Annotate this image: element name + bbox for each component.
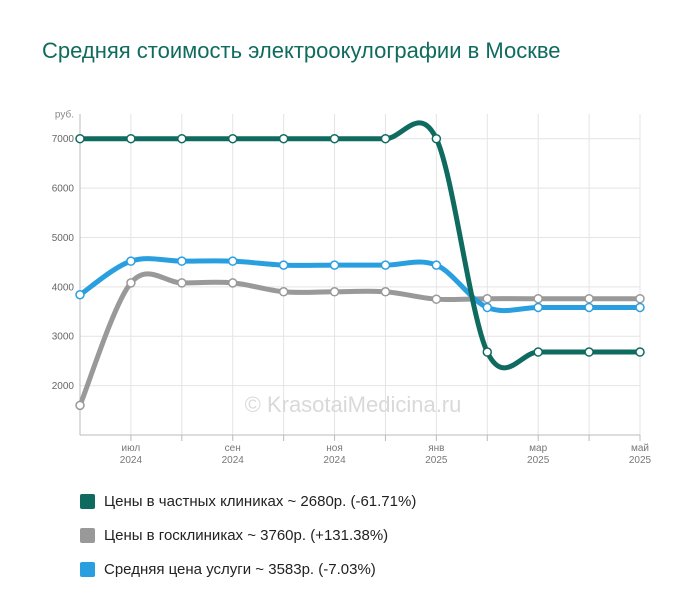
chart-title: Средняя стоимость электроокулографии в М… [42,38,561,63]
data-point [177,256,187,266]
chart-legend: Цены в частных клиниках ~ 2680р. (-61.71… [80,484,416,586]
y-tick-label: 5000 [52,233,75,244]
data-point [329,260,340,270]
data-point [126,133,136,144]
data-point [482,293,493,304]
x-tick-year-label: 2025 [425,455,448,466]
data-point [329,287,340,297]
x-tick-year-label: 2024 [120,455,143,466]
data-point [482,302,493,313]
x-tick-month-label: ноя [326,443,343,454]
data-point [584,347,594,357]
data-point [380,287,391,297]
legend-item-private[interactable]: Цены в частных клиниках ~ 2680р. (-61.71… [80,484,416,518]
legend-swatch-private [80,493,95,509]
data-point [635,302,645,313]
data-point [533,293,543,304]
data-point [278,260,289,270]
data-point [584,302,594,313]
data-point [431,294,442,304]
data-point [75,133,85,144]
data-point [75,289,85,300]
x-tick-month-label: июл [122,443,141,454]
data-point [635,293,645,304]
y-tick-label: 2000 [52,381,75,392]
series-line-0 [77,120,643,371]
x-tick-month-label: май [631,443,649,454]
data-point [278,133,289,144]
data-point [177,133,187,144]
y-unit-label: руб. [55,109,74,121]
line-chart: 200030004000500060007000руб.июл2024сен20… [52,109,652,467]
data-point [482,347,493,357]
data-point [380,260,391,270]
x-tick-year-label: 2025 [527,455,550,466]
data-point [126,278,136,288]
data-point [227,133,238,144]
x-tick-month-label: янв [428,443,444,454]
legend-swatch-average [80,561,95,577]
data-point [329,133,340,144]
x-tick-month-label: мар [529,443,547,454]
x-tick-year-label: 2025 [629,455,652,466]
data-point [177,278,187,288]
legend-item-public[interactable]: Цены в госклиниках ~ 3760р. (+131.38%) [80,518,416,552]
x-tick-year-label: 2024 [222,455,245,466]
legend-swatch-public [80,527,95,543]
data-point [126,256,136,266]
data-point [75,400,85,411]
data-point [584,293,594,304]
y-tick-label: 4000 [52,282,75,293]
data-point [431,260,442,270]
data-point [431,133,442,144]
data-point [227,256,238,266]
data-point [533,347,543,357]
legend-label-average: Средняя цена услуги ~ 3583р. (-7.03%) [104,560,376,578]
y-tick-label: 6000 [52,184,75,195]
series-line-2 [77,256,643,314]
legend-label-private: Цены в частных клиниках ~ 2680р. (-61.71… [104,492,417,510]
legend-item-average[interactable]: Средняя цена услуги ~ 3583р. (-7.03%) [80,552,416,586]
x-tick-month-label: сен [225,443,241,454]
data-point [278,287,289,297]
legend-label-public: Цены в госклиниках ~ 3760р. (+131.38%) [104,526,389,544]
watermark: © KrasotaiMedicina.ru [245,392,462,417]
x-tick-year-label: 2024 [323,455,346,466]
y-tick-label: 7000 [52,134,75,145]
data-point [533,302,543,313]
data-point [227,278,238,288]
data-point [380,133,391,144]
y-tick-label: 3000 [52,332,75,343]
data-point [635,347,645,357]
